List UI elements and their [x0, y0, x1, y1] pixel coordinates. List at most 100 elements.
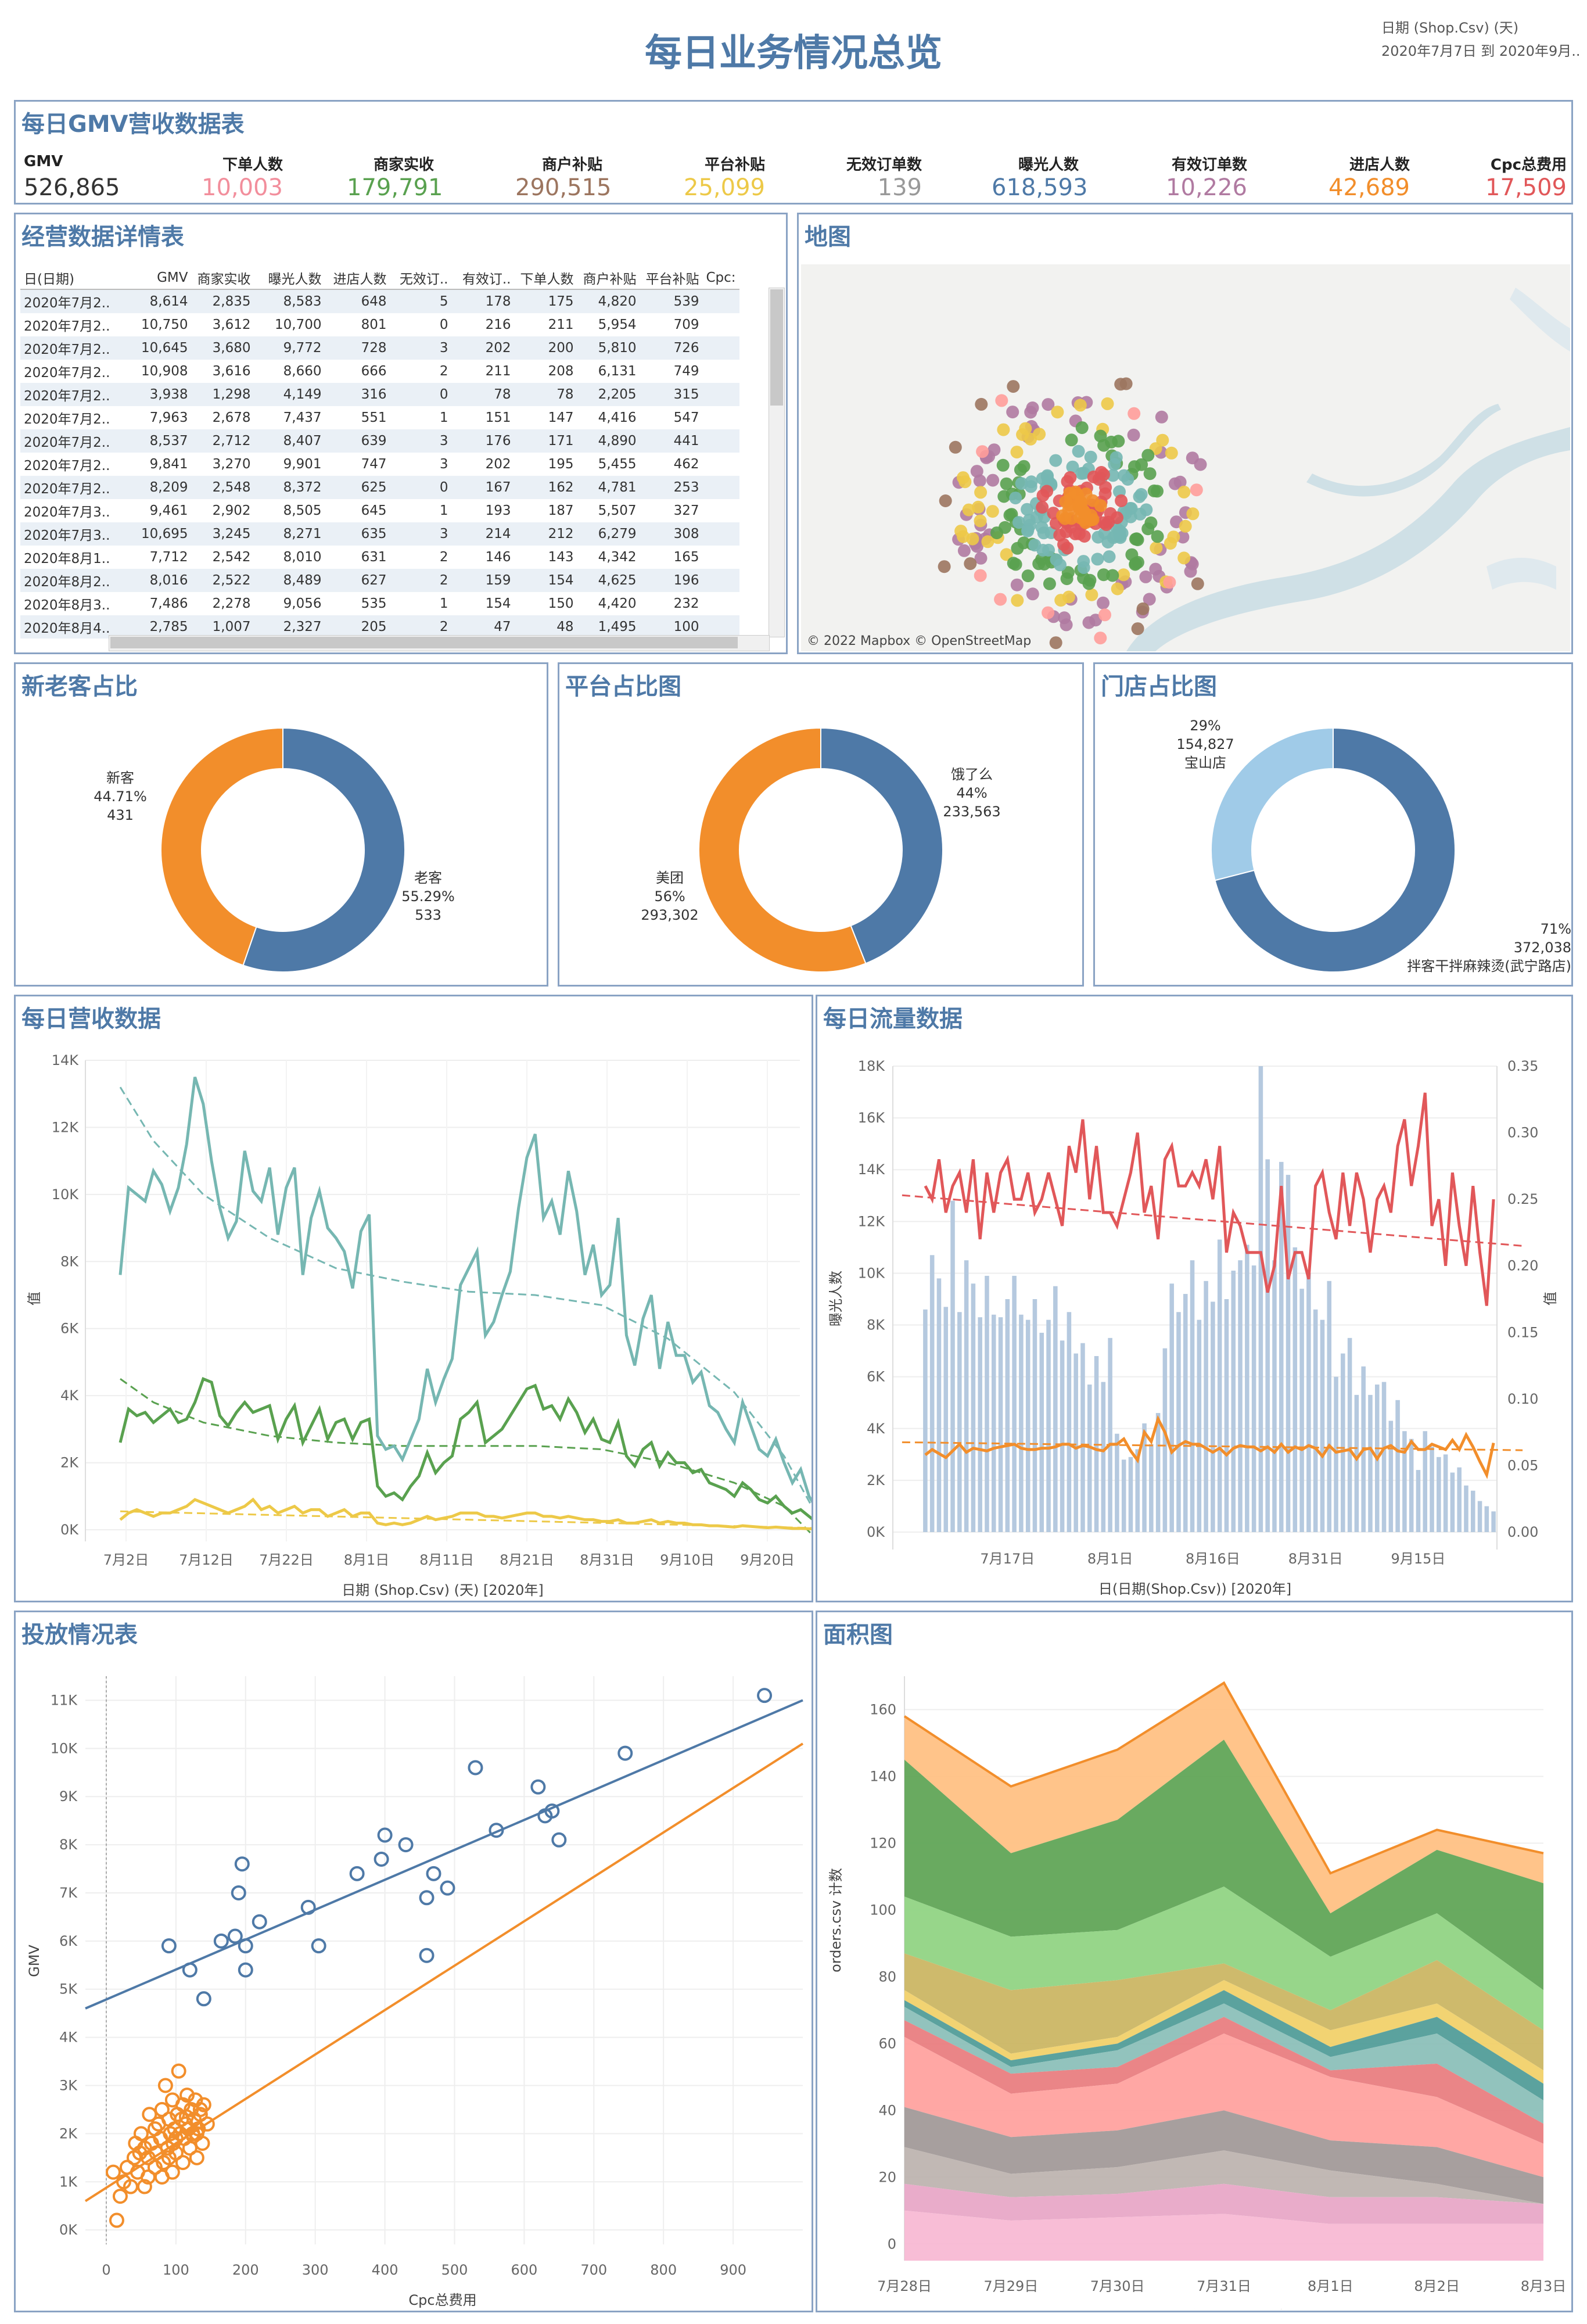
traffic-bar: [1443, 1454, 1448, 1532]
map-store-point: [974, 514, 987, 528]
table-row[interactable]: 2020年7月3.. 9,461 2,902 8,505 645 1 193 187 5,507…: [20, 499, 739, 522]
traffic-bar: [1327, 1281, 1332, 1532]
table-row[interactable]: 2020年8月1.. 7,712 2,542 8,010 631 2 146 143 4,342…: [20, 546, 739, 569]
table-row[interactable]: 2020年7月2.. 10,750 3,612 10,700 801 0 216 211 5,9…: [20, 313, 739, 336]
map-store-point: [1191, 577, 1204, 590]
table-header-cell[interactable]: 曝光人数: [254, 267, 325, 290]
map-store-point: [1105, 435, 1118, 449]
table-row[interactable]: 2020年7月2.. 8,209 2,548 8,372 625 0 167 162 4,781…: [20, 476, 739, 499]
map-canvas[interactable]: [801, 264, 1570, 651]
y-tick-label: 10K: [52, 1186, 80, 1203]
table-row[interactable]: 2020年7月2.. 9,841 3,270 9,901 747 3 202 195 5,455…: [20, 453, 739, 476]
table-row[interactable]: 2020年7月3.. 10,695 3,245 8,271 635 3 214 212 6,27…: [20, 522, 739, 546]
table-header-cell[interactable]: 平台补贴: [640, 267, 703, 290]
map-store-point: [1060, 572, 1073, 586]
table-header-cell[interactable]: GMV: [138, 267, 192, 290]
table-row[interactable]: 2020年8月3.. 7,486 2,278 9,056 535 1 154 150 4,420…: [20, 592, 739, 615]
scatter-point: [175, 2155, 191, 2171]
date-filter-range[interactable]: 2020年7月7日 到 2020年9月..: [1381, 43, 1581, 59]
table-cell: 4,781: [577, 476, 640, 499]
table-vertical-scroll-thumb[interactable]: [770, 289, 783, 406]
table-cell: 78: [514, 383, 577, 406]
table-header-cell[interactable]: 有效订..: [451, 267, 515, 290]
y-tick-label: 7K: [59, 1885, 78, 1901]
kpi-value: 10,226: [1166, 174, 1247, 201]
map-store-point: [1042, 543, 1055, 557]
y-tick-label: 5K: [59, 1981, 78, 1997]
table-cell: 639: [325, 429, 390, 453]
table-row[interactable]: 2020年7月2.. 10,908 3,616 8,660 666 2 211 208 6,13…: [20, 360, 739, 383]
table-header-cell[interactable]: 日(日期): [20, 267, 138, 290]
table-header-cell[interactable]: Cpc:: [702, 267, 739, 290]
table-cell: 539: [640, 289, 703, 313]
table-header-cell[interactable]: 商家实收: [191, 267, 254, 290]
table-horizontal-scroll-thumb[interactable]: [110, 637, 738, 648]
table-cell: 2020年7月3..: [20, 522, 138, 546]
table-header-row: 日(日期) GMV 商家实收 曝光人数 进店人数 无效订.. 有效订.. 下单人数 商户补贴 平台…: [20, 267, 739, 290]
date-filter[interactable]: 日期 (Shop.Csv) (天) 2020年7月7日 到 2020年9月..: [1381, 16, 1580, 63]
map-store-point: [1051, 406, 1064, 419]
table-horizontal-scrollbar[interactable]: [109, 635, 770, 651]
map-store-point: [1028, 539, 1042, 552]
traffic-bar: [929, 1255, 935, 1532]
table-cell: [702, 522, 739, 546]
table-cell: 8,537: [138, 429, 192, 453]
table-cell: 10,695: [138, 522, 192, 546]
traffic-bar: [1470, 1490, 1475, 1532]
map-store-point: [986, 474, 1000, 487]
scatter-point: [157, 2078, 173, 2093]
y-tick-label: 80: [878, 1968, 896, 1985]
table-row[interactable]: 2020年7月2.. 8,614 2,835 8,583 648 5 178 175 4,820…: [20, 289, 739, 313]
map-store-point: [1102, 515, 1115, 529]
table-header-cell[interactable]: 无效订..: [390, 267, 452, 290]
x-tick-label: 200: [232, 2262, 259, 2278]
map-store-point: [1000, 477, 1013, 490]
table-cell: 8,505: [283, 503, 322, 518]
kpi-label: 进店人数: [1349, 156, 1410, 174]
donut2-eleme-count: 233,563: [943, 804, 1001, 820]
table-row[interactable]: 2020年7月2.. 10,645 3,680 9,772 728 3 202 200 5,81…: [20, 336, 739, 360]
map-store-point: [974, 486, 988, 499]
map-store-point: [1179, 519, 1192, 533]
scatter-point: [227, 1928, 243, 1944]
donut-slice: [160, 727, 283, 966]
area-chart-title: 面积图: [823, 1622, 893, 1648]
y2-tick-label: 0.20: [1507, 1258, 1538, 1274]
table-cell: 178: [451, 289, 515, 313]
table-cell: [702, 383, 739, 406]
y-tick-label: 0K: [867, 1524, 885, 1540]
map-store-point: [1094, 429, 1107, 443]
map-store-point: [1049, 454, 1062, 467]
scatter-point: [377, 1827, 393, 1843]
table-cell: 9,772: [254, 336, 325, 360]
traffic-bar: [1204, 1281, 1208, 1532]
table-row[interactable]: 2020年7月2.. 7,963 2,678 7,437 551 1 151 147 4,416…: [20, 406, 739, 429]
traffic-bar: [991, 1314, 996, 1532]
y-axis-title: 曝光人数: [828, 1271, 844, 1326]
donut3-wuning-pct: 71%: [1540, 921, 1571, 937]
table-header-cell[interactable]: 进店人数: [325, 267, 390, 290]
table-cell: 5,810: [577, 336, 640, 360]
table-vertical-scrollbar[interactable]: [769, 288, 785, 637]
scatter-point: [164, 2164, 180, 2180]
map-attribution: © 2022 Mapbox © OpenStreetMap: [807, 634, 1032, 648]
map-store-point: [1177, 485, 1191, 498]
traffic-bar: [1012, 1275, 1017, 1532]
map-store-point: [1150, 541, 1163, 555]
table-header-cell[interactable]: 下单人数: [514, 267, 577, 290]
map-store-point: [1010, 578, 1024, 591]
y-tick-label: 12K: [52, 1119, 80, 1135]
table-row[interactable]: 2020年8月2.. 8,016 2,522 8,489 627 2 159 154 4,625…: [20, 569, 739, 592]
scatter-point: [544, 1803, 560, 1819]
table-cell: 747: [361, 457, 387, 472]
map-store-point: [1074, 495, 1087, 508]
table-cell: 2020年7月2..: [20, 289, 138, 313]
table-cell: [702, 546, 739, 569]
kpi-label: 下单人数: [222, 156, 283, 174]
table-cell: 212: [514, 522, 577, 546]
y2-tick-label: 0.30: [1507, 1125, 1538, 1141]
table-row[interactable]: 2020年7月2.. 8,537 2,712 8,407 639 3 176 171 4,890…: [20, 429, 739, 453]
table-row[interactable]: 2020年8月4.. 2,785 1,007 2,327 205 2 47 48 1,495 10…: [20, 615, 739, 639]
table-header-cell[interactable]: 商户补贴: [577, 267, 640, 290]
table-row[interactable]: 2020年7月2.. 3,938 1,298 4,149 316 0 78 78 2,205 31…: [20, 383, 739, 406]
